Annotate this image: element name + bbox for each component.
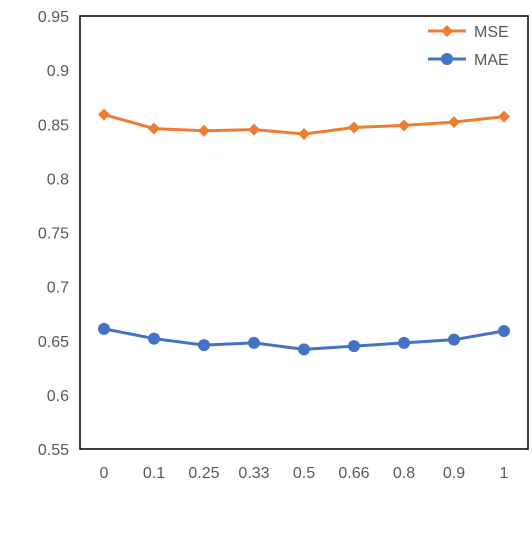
x-tick-label: 1 (500, 465, 509, 482)
x-tick-label: 0 (100, 465, 109, 482)
data-point-mae (98, 322, 110, 335)
data-point-mae (298, 343, 310, 356)
series-layer (98, 108, 510, 356)
data-point-mae (398, 336, 410, 349)
plot-area-frame (79, 15, 529, 450)
legend-item-mae: MAE (428, 52, 509, 69)
data-point-mse (448, 116, 460, 129)
data-point-mse (98, 108, 110, 121)
data-point-mae (198, 339, 210, 352)
y-tick-label: 0.55 (38, 442, 69, 459)
data-point-mae (348, 340, 360, 353)
y-tick-label: 0.8 (47, 171, 69, 188)
data-point-mae (448, 333, 460, 346)
y-tick-label: 0.65 (38, 334, 69, 351)
legend-swatch-marker (441, 53, 453, 65)
y-tick-label: 0.7 (47, 280, 69, 297)
x-tick-label: 0.5 (293, 465, 315, 482)
y-axis: 0.55 0.6 0.65 0.7 0.75 0.8 0.85 0.9 0.95 (38, 9, 69, 459)
data-point-mae (148, 332, 160, 345)
y-tick-label: 0.95 (38, 9, 69, 26)
y-tick-label: 0.9 (47, 63, 69, 80)
x-tick-label: 0.66 (338, 465, 369, 482)
legend-item-mse: MSE (428, 24, 509, 41)
data-point-mae (248, 336, 260, 349)
data-point-mse (348, 121, 360, 134)
data-point-mse (298, 127, 310, 140)
x-tick-label: 0.8 (393, 465, 415, 482)
y-tick-label: 0.75 (38, 226, 69, 243)
series-mse (98, 108, 510, 140)
legend-label: MAE (474, 52, 509, 69)
x-tick-label: 0.33 (238, 465, 269, 482)
data-point-mse (498, 110, 510, 123)
x-tick-label: 0.9 (443, 465, 465, 482)
data-point-mse (248, 123, 260, 136)
series-mae (98, 322, 510, 356)
x-axis: 0 0.1 0.25 0.33 0.5 0.66 0.8 0.9 1 (100, 465, 509, 482)
y-tick-label: 0.6 (47, 388, 69, 405)
y-tick-label: 0.85 (38, 117, 69, 134)
data-point-mse (148, 122, 160, 135)
data-point-mse (398, 119, 410, 132)
data-point-mse (198, 124, 210, 137)
x-tick-label: 0.25 (188, 465, 219, 482)
data-point-mae (498, 325, 510, 338)
x-tick-label: 0.1 (143, 465, 165, 482)
legend-swatch-marker (441, 25, 453, 37)
legend: MSE MAE (428, 24, 509, 69)
legend-label: MSE (474, 24, 509, 41)
